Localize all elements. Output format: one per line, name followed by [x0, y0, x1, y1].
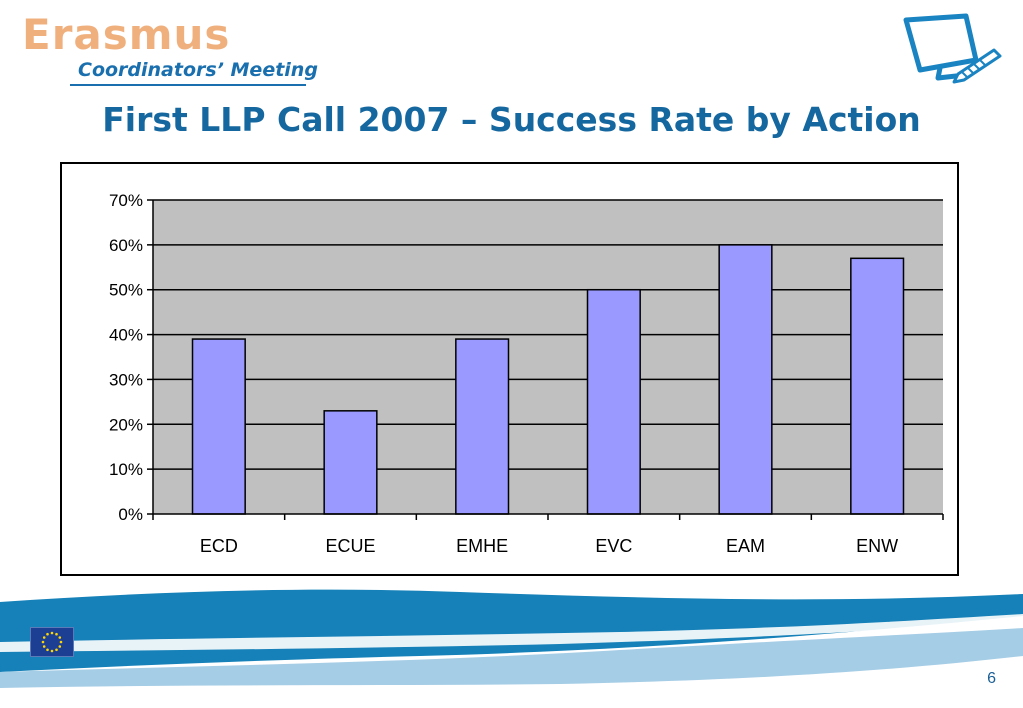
y-tick-label: 10%: [109, 460, 143, 479]
eu-star: [42, 636, 46, 639]
y-tick-label: 40%: [109, 326, 143, 345]
y-tick-label: 30%: [109, 370, 143, 389]
erasmus-logo-subtitle: Coordinators’ Meeting: [78, 59, 318, 81]
success-rate-bar-chart: 0% 10% 20% 30% 40% 50% 60% 70% ECD ECUE EMHE EVC EAM…: [109, 191, 944, 556]
x-tick-label: ECUE: [325, 536, 375, 556]
slide-title: First LLP Call 2007 – Success Rate by Ac…: [102, 100, 921, 139]
eu-star: [58, 645, 62, 648]
plot-area: [153, 200, 943, 514]
eu-star: [55, 648, 58, 652]
eu-star: [55, 632, 58, 636]
chart-frame: 0% 10% 20% 30% 40% 50% 60% 70% ECD ECUE EMHE EVC EAM…: [60, 162, 959, 576]
logo-underline: [70, 84, 306, 86]
eu-star: [42, 645, 46, 648]
x-tick-label: ENW: [856, 536, 898, 556]
y-tick-label: 70%: [109, 191, 143, 210]
monitor-pen-icon: [903, 13, 1002, 84]
page-number: 6: [987, 670, 996, 687]
bar: [455, 338, 510, 515]
eu-star: [59, 640, 63, 644]
bar: [586, 288, 641, 515]
bar: [191, 338, 246, 515]
x-tick-label: EMHE: [456, 536, 508, 556]
erasmus-logo-word: Erasmus: [22, 10, 231, 59]
y-tick-label: 50%: [109, 281, 143, 300]
x-tick-label: EAM: [726, 536, 765, 556]
eu-flag-icon: [30, 627, 74, 657]
y-tick-label: 60%: [109, 236, 143, 255]
eu-star: [50, 649, 54, 653]
bar: [850, 257, 905, 515]
y-tick-label: 20%: [109, 415, 143, 434]
eu-star: [50, 631, 54, 635]
footer-wave-decoration: [0, 589, 1023, 688]
y-tick-label: 0%: [118, 505, 143, 524]
x-tick-label: EVC: [595, 536, 632, 556]
eu-star: [58, 636, 62, 639]
bar: [323, 410, 378, 515]
bar: [718, 244, 773, 515]
eu-star: [46, 648, 49, 652]
x-tick-label: ECD: [200, 536, 238, 556]
eu-star: [41, 640, 45, 644]
eu-star: [46, 632, 49, 636]
